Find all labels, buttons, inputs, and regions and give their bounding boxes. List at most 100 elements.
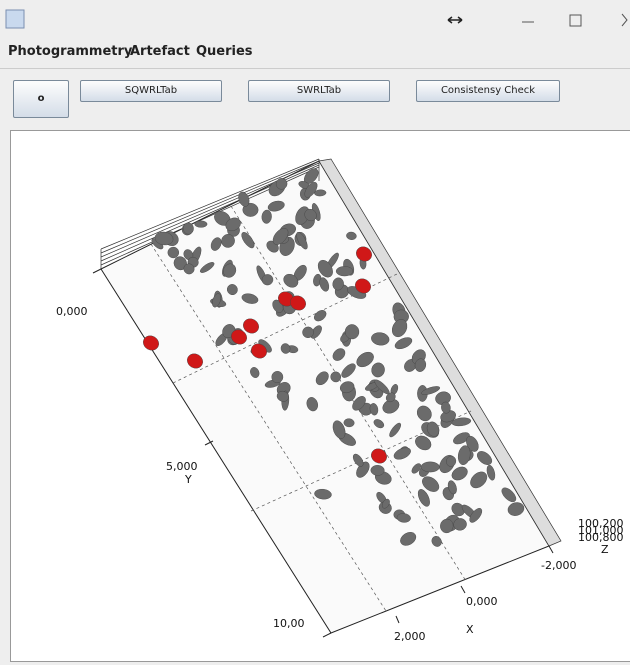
artefact[interactable] [414, 403, 434, 424]
artefact[interactable] [369, 403, 379, 416]
artefact[interactable] [370, 331, 390, 346]
artefact[interactable] [354, 244, 375, 264]
artefact[interactable] [194, 220, 208, 228]
menu-item[interactable]: Queries [196, 44, 253, 59]
artefact[interactable] [302, 180, 319, 199]
artefact[interactable] [351, 452, 365, 468]
artefact[interactable] [249, 366, 261, 379]
artefact[interactable] [416, 488, 432, 509]
artefact[interactable] [318, 276, 331, 292]
artefact[interactable] [167, 246, 180, 259]
artefact[interactable] [276, 390, 290, 403]
artefact[interactable] [211, 292, 223, 308]
artefact[interactable] [369, 446, 390, 466]
artefact[interactable] [339, 361, 358, 380]
artefact[interactable] [182, 222, 195, 235]
artefact[interactable] [449, 464, 469, 483]
button[interactable]: SWRLTab [248, 80, 390, 102]
artefact[interactable] [475, 449, 495, 468]
close-button[interactable] [621, 13, 628, 27]
artefact[interactable] [314, 189, 327, 197]
menu-item[interactable]: Photogrammetry [8, 44, 133, 59]
artefact[interactable] [421, 385, 441, 397]
artefact[interactable] [449, 500, 467, 518]
artefact[interactable] [301, 325, 315, 339]
artefact[interactable] [467, 469, 490, 492]
artefact[interactable] [172, 255, 189, 272]
artefact[interactable] [389, 317, 410, 340]
artefact[interactable] [499, 485, 518, 504]
button[interactable]: o [13, 80, 69, 118]
artefact[interactable] [372, 418, 385, 430]
artefact[interactable] [312, 308, 328, 323]
artefact[interactable] [329, 370, 343, 384]
maximize-button[interactable] [569, 14, 582, 27]
artefact[interactable] [370, 362, 386, 379]
artefact[interactable] [219, 232, 238, 251]
artefact[interactable] [506, 501, 525, 518]
button[interactable]: Consistensy Check [416, 80, 560, 102]
artefact[interactable] [344, 323, 360, 340]
artefact[interactable] [330, 346, 347, 363]
artefact[interactable] [346, 231, 357, 240]
artefact[interactable] [305, 396, 319, 413]
button[interactable]: SQWRLTab [80, 80, 222, 102]
artefact[interactable] [221, 262, 238, 280]
artefact[interactable] [225, 282, 239, 297]
artefact[interactable] [396, 513, 412, 523]
artefact[interactable] [274, 176, 290, 192]
artefact[interactable] [440, 401, 451, 414]
artefact[interactable] [445, 455, 457, 467]
artefact[interactable] [249, 341, 270, 361]
artefact[interactable] [414, 358, 428, 373]
artefact[interactable] [370, 464, 385, 476]
artefact[interactable] [270, 225, 291, 247]
artefact[interactable] [261, 209, 272, 224]
artefact[interactable] [354, 349, 376, 370]
artefact[interactable] [447, 479, 459, 495]
artefact[interactable] [332, 277, 345, 291]
artefact[interactable] [141, 333, 162, 353]
artefact[interactable] [485, 464, 496, 481]
artefact[interactable] [392, 445, 412, 461]
artefact[interactable] [453, 517, 468, 531]
artefact[interactable] [239, 230, 256, 250]
artefact[interactable] [241, 292, 259, 305]
artefact[interactable] [331, 419, 348, 440]
artefact[interactable] [281, 271, 301, 290]
artefact[interactable] [420, 461, 440, 473]
artefact[interactable] [451, 430, 471, 446]
artefact[interactable] [280, 342, 291, 354]
artefact[interactable] [451, 417, 472, 427]
artefact[interactable] [302, 207, 319, 224]
artefact[interactable] [261, 273, 274, 286]
artefact[interactable] [388, 421, 403, 438]
artefact[interactable] [154, 231, 174, 246]
artefact[interactable] [457, 445, 472, 466]
artefact[interactable] [339, 380, 356, 395]
artefact[interactable] [335, 266, 354, 277]
artefact[interactable] [185, 351, 206, 371]
menu-item[interactable]: Artefact [130, 44, 190, 59]
artefact[interactable] [209, 236, 223, 252]
artefact[interactable] [425, 420, 441, 438]
artefact[interactable] [373, 378, 391, 396]
artefact[interactable] [315, 258, 336, 280]
artefact[interactable] [182, 262, 196, 276]
artefact[interactable] [353, 276, 374, 296]
artefact[interactable] [313, 369, 331, 387]
artefact[interactable] [288, 293, 309, 313]
artefact[interactable] [271, 370, 284, 384]
artefact[interactable] [440, 518, 454, 534]
artefact[interactable] [199, 260, 216, 274]
artefact[interactable] [237, 190, 252, 208]
artefact[interactable] [419, 474, 441, 495]
artefact[interactable] [294, 231, 309, 251]
artefact[interactable] [229, 327, 250, 347]
artefact[interactable] [430, 534, 444, 548]
artefact[interactable] [413, 433, 434, 453]
artefact[interactable] [223, 215, 243, 233]
artefact[interactable] [467, 506, 484, 524]
artefact[interactable] [267, 199, 286, 213]
artefact[interactable] [343, 418, 355, 428]
